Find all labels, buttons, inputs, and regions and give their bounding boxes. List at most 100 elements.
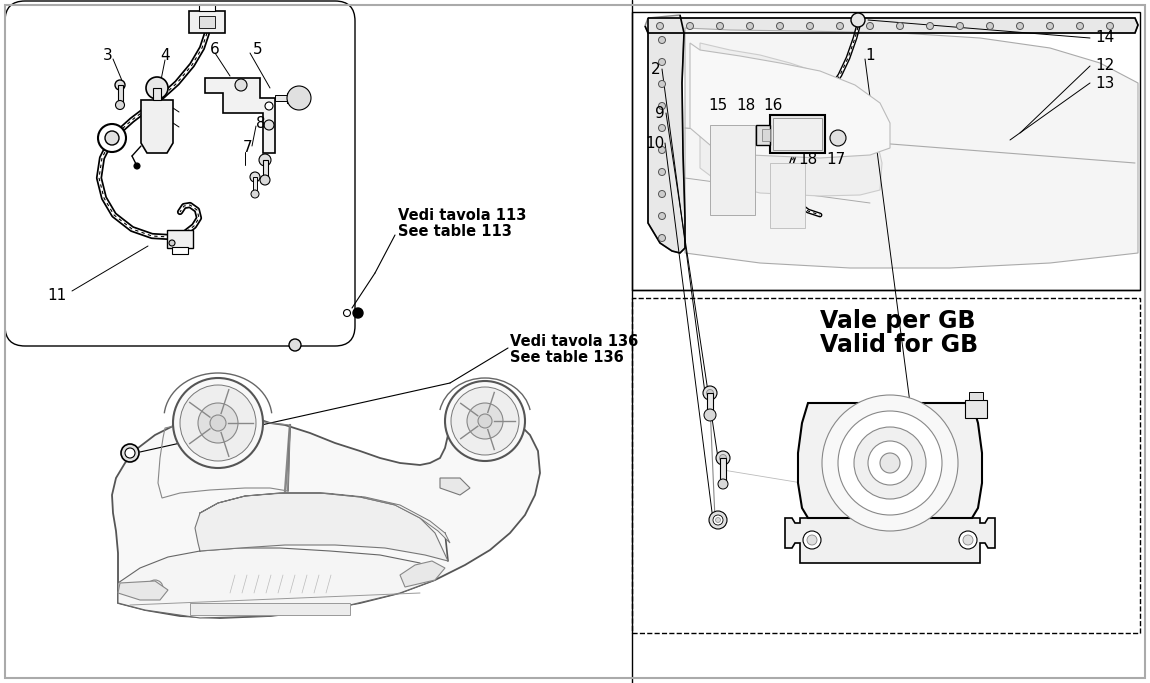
- Circle shape: [776, 23, 783, 29]
- Text: See table 136: See table 136: [509, 350, 623, 365]
- Circle shape: [836, 23, 843, 29]
- Circle shape: [715, 518, 721, 522]
- Circle shape: [866, 23, 874, 29]
- Text: 8: 8: [256, 115, 266, 130]
- Circle shape: [659, 124, 666, 132]
- Bar: [288, 93, 301, 103]
- Bar: [710, 125, 756, 215]
- Circle shape: [706, 389, 713, 397]
- Circle shape: [806, 23, 813, 29]
- Circle shape: [1017, 23, 1024, 29]
- Polygon shape: [112, 411, 540, 618]
- Circle shape: [659, 36, 666, 44]
- Circle shape: [353, 308, 363, 318]
- Bar: [632, 298, 1140, 633]
- Circle shape: [880, 453, 900, 473]
- Circle shape: [687, 23, 693, 29]
- Polygon shape: [196, 493, 448, 561]
- Polygon shape: [690, 43, 890, 158]
- Bar: [262, 160, 268, 178]
- Bar: [189, 11, 225, 33]
- Circle shape: [146, 77, 168, 99]
- Bar: [762, 129, 770, 141]
- Text: 11: 11: [47, 288, 67, 303]
- Bar: [167, 230, 193, 248]
- Circle shape: [181, 385, 256, 461]
- Circle shape: [710, 511, 727, 529]
- Polygon shape: [400, 561, 445, 587]
- Circle shape: [659, 146, 666, 154]
- Text: 14: 14: [1095, 31, 1114, 46]
- Circle shape: [746, 23, 753, 29]
- Polygon shape: [647, 15, 685, 253]
- Circle shape: [927, 23, 934, 29]
- Text: 17: 17: [827, 152, 845, 167]
- Circle shape: [957, 23, 964, 29]
- Text: 7: 7: [243, 141, 253, 156]
- Circle shape: [125, 448, 135, 458]
- Bar: [212, 446, 240, 453]
- Bar: [190, 603, 350, 615]
- Text: Vedi tavola 136: Vedi tavola 136: [509, 333, 638, 348]
- Circle shape: [716, 23, 723, 29]
- Circle shape: [115, 100, 124, 109]
- Circle shape: [851, 13, 865, 27]
- Bar: [756, 125, 771, 145]
- Circle shape: [292, 91, 306, 105]
- Circle shape: [659, 212, 666, 219]
- Circle shape: [803, 531, 821, 549]
- Text: 18: 18: [798, 152, 818, 167]
- Circle shape: [657, 23, 664, 29]
- Circle shape: [807, 535, 816, 545]
- Text: 1: 1: [865, 48, 875, 63]
- Circle shape: [838, 411, 942, 515]
- Bar: [969, 392, 983, 400]
- Polygon shape: [205, 78, 275, 153]
- Text: 2: 2: [651, 61, 661, 76]
- Circle shape: [659, 81, 666, 87]
- Text: 13: 13: [1095, 76, 1114, 91]
- Circle shape: [264, 120, 274, 130]
- Circle shape: [659, 234, 666, 242]
- Polygon shape: [645, 18, 1138, 33]
- Bar: [118, 85, 123, 103]
- Text: 4: 4: [160, 48, 170, 64]
- Circle shape: [703, 386, 716, 400]
- Circle shape: [659, 59, 666, 66]
- Circle shape: [98, 124, 126, 152]
- Circle shape: [716, 451, 730, 465]
- Circle shape: [1046, 23, 1053, 29]
- Bar: [153, 88, 161, 100]
- Circle shape: [868, 441, 912, 485]
- Circle shape: [659, 102, 666, 109]
- Circle shape: [169, 240, 175, 246]
- Circle shape: [344, 309, 351, 316]
- Circle shape: [720, 454, 727, 462]
- Polygon shape: [440, 478, 470, 495]
- Circle shape: [198, 403, 238, 443]
- Circle shape: [478, 414, 492, 428]
- Polygon shape: [118, 581, 168, 600]
- Circle shape: [713, 515, 723, 525]
- Circle shape: [259, 154, 271, 166]
- Text: Valid for GB: Valid for GB: [820, 333, 979, 357]
- Bar: [720, 458, 726, 483]
- Text: 9: 9: [656, 105, 665, 120]
- Text: 5: 5: [253, 42, 263, 57]
- Bar: [199, 16, 215, 28]
- Circle shape: [135, 163, 140, 169]
- Bar: [773, 118, 822, 150]
- Text: 12: 12: [1095, 59, 1114, 74]
- Circle shape: [987, 23, 994, 29]
- Circle shape: [250, 172, 260, 182]
- Circle shape: [718, 479, 728, 489]
- Circle shape: [897, 23, 904, 29]
- Bar: [253, 177, 256, 193]
- Polygon shape: [798, 403, 982, 518]
- Circle shape: [260, 175, 270, 185]
- Circle shape: [251, 190, 259, 198]
- Circle shape: [121, 444, 139, 462]
- Bar: [770, 115, 825, 153]
- Circle shape: [105, 131, 118, 145]
- Polygon shape: [200, 493, 450, 543]
